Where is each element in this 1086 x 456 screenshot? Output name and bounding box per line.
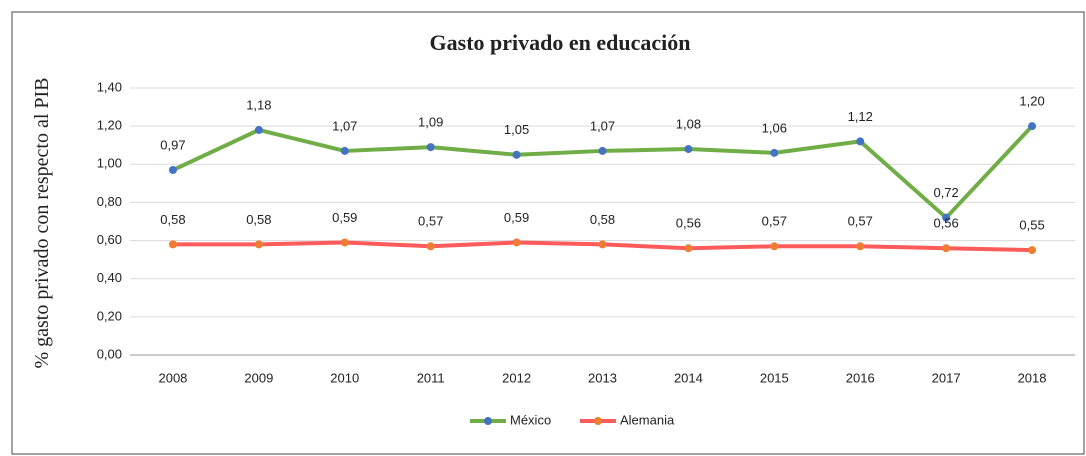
chart-title: Gasto privado en educación	[430, 30, 691, 55]
data-label: 1,08	[676, 116, 701, 131]
data-label: 0,59	[504, 210, 529, 225]
chart-border	[11, 11, 1085, 455]
y-axis-label: % gasto privado con respecto al PIB	[31, 77, 53, 369]
x-tick-label: 2015	[760, 370, 789, 385]
data-point	[340, 146, 349, 155]
data-point	[426, 242, 435, 251]
data-label: 1,07	[332, 118, 357, 133]
legend-marker	[484, 417, 492, 425]
data-point	[942, 244, 951, 253]
legend-label: México	[510, 412, 551, 427]
data-label: 0,58	[590, 212, 615, 227]
x-tick-label: 2016	[846, 370, 875, 385]
y-tick-label: 0,20	[97, 308, 122, 323]
data-label: 1,06	[762, 120, 787, 135]
data-label: 1,18	[246, 97, 271, 112]
data-label: 1,07	[590, 118, 615, 133]
x-tick-label: 2014	[674, 370, 703, 385]
data-label: 0,72	[933, 185, 958, 200]
data-point	[684, 244, 693, 253]
x-tick-label: 2013	[588, 370, 617, 385]
data-point	[1028, 122, 1037, 131]
x-tick-label: 2018	[1018, 370, 1047, 385]
data-point	[512, 238, 521, 247]
data-point	[856, 242, 865, 251]
legend-marker	[594, 417, 602, 425]
x-tick-label: 2010	[330, 370, 359, 385]
data-label: 0,58	[160, 212, 185, 227]
data-point	[1028, 246, 1037, 255]
data-label: 0,56	[676, 216, 701, 231]
data-point	[770, 242, 779, 251]
data-label: 0,97	[160, 137, 185, 152]
data-label: 0,58	[246, 212, 271, 227]
x-tick-label: 2017	[932, 370, 961, 385]
data-label: 1,09	[418, 115, 443, 130]
y-tick-label: 1,40	[97, 79, 122, 94]
y-tick-label: 0,60	[97, 232, 122, 247]
data-label: 0,57	[762, 214, 787, 229]
y-tick-label: 0,80	[97, 194, 122, 209]
data-point	[512, 150, 521, 159]
data-point	[254, 125, 263, 134]
data-point	[168, 166, 177, 175]
data-point	[942, 213, 951, 222]
data-point	[684, 145, 693, 154]
x-tick-label: 2012	[502, 370, 531, 385]
data-label: 0,55	[1019, 218, 1044, 233]
data-point	[340, 238, 349, 247]
data-point	[426, 143, 435, 152]
y-tick-label: 1,20	[97, 118, 122, 133]
data-point	[598, 146, 607, 155]
x-tick-label: 2009	[244, 370, 273, 385]
legend-label: Alemania	[620, 412, 675, 427]
data-label: 1,20	[1019, 94, 1044, 109]
data-label: 0,56	[933, 216, 958, 231]
x-tick-label: 2008	[158, 370, 187, 385]
x-tick-label: 2011	[417, 370, 445, 385]
data-point	[598, 240, 607, 249]
y-tick-label: 0,40	[97, 270, 122, 285]
data-label: 0,57	[418, 214, 443, 229]
y-tick-label: 1,00	[97, 156, 122, 171]
data-point	[168, 240, 177, 249]
data-label: 0,57	[848, 214, 873, 229]
series-line	[172, 124, 1034, 220]
data-label: 1,05	[504, 122, 529, 137]
data-point	[856, 137, 865, 146]
data-point	[770, 148, 779, 157]
data-label: 1,12	[848, 109, 873, 124]
y-tick-label: 0,00	[97, 346, 122, 361]
data-label: 0,59	[332, 210, 357, 225]
data-point	[254, 240, 263, 249]
